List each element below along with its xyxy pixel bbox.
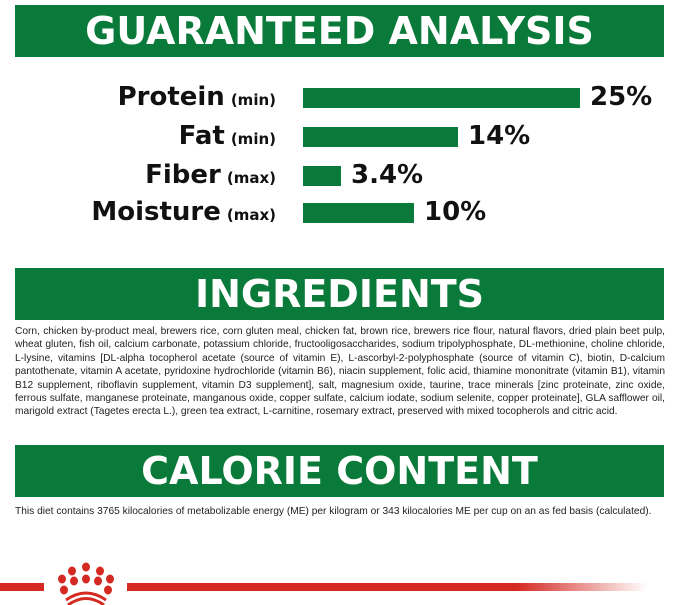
calorie-content-header: CALORIE CONTENT <box>15 445 664 497</box>
nutrient-name: Moisture <box>91 197 221 227</box>
nutrient-value: 25% <box>590 82 653 112</box>
nutrient-qualifier: (min) <box>230 130 276 148</box>
nutrient-name: Fiber <box>145 160 221 190</box>
brand-divider-right <box>127 583 647 591</box>
nutrient-value: 14% <box>468 121 531 151</box>
nutrient-bar <box>303 88 580 108</box>
analysis-row-fiber: Fiber (max) 3.4% <box>0 160 679 190</box>
ingredients-header: INGREDIENTS <box>15 268 664 320</box>
nutrient-name: Fat <box>178 121 225 151</box>
royal-canin-crown-icon <box>58 562 114 605</box>
nutrient-qualifier: (min) <box>230 91 276 109</box>
nutrient-bar <box>303 166 341 186</box>
ingredients-text: Corn, chicken by-product meal, brewers r… <box>15 326 665 418</box>
analysis-row-protein: Protein (min) 25% <box>0 82 679 112</box>
nutrient-name: Protein <box>117 82 225 112</box>
guaranteed-analysis-header: GUARANTEED ANALYSIS <box>15 5 664 57</box>
brand-divider-left <box>0 583 44 591</box>
nutrient-bar <box>303 127 458 147</box>
analysis-row-fat: Fat (min) 14% <box>0 121 679 151</box>
nutrient-value: 10% <box>424 197 487 227</box>
nutrient-value: 3.4% <box>351 160 424 190</box>
nutrient-qualifier: (max) <box>226 206 276 224</box>
nutrient-bar <box>303 203 414 223</box>
calorie-content-text: This diet contains 3765 kilocalories of … <box>15 506 652 517</box>
analysis-row-moisture: Moisture (max) 10% <box>0 197 679 227</box>
nutrient-qualifier: (max) <box>226 169 276 187</box>
